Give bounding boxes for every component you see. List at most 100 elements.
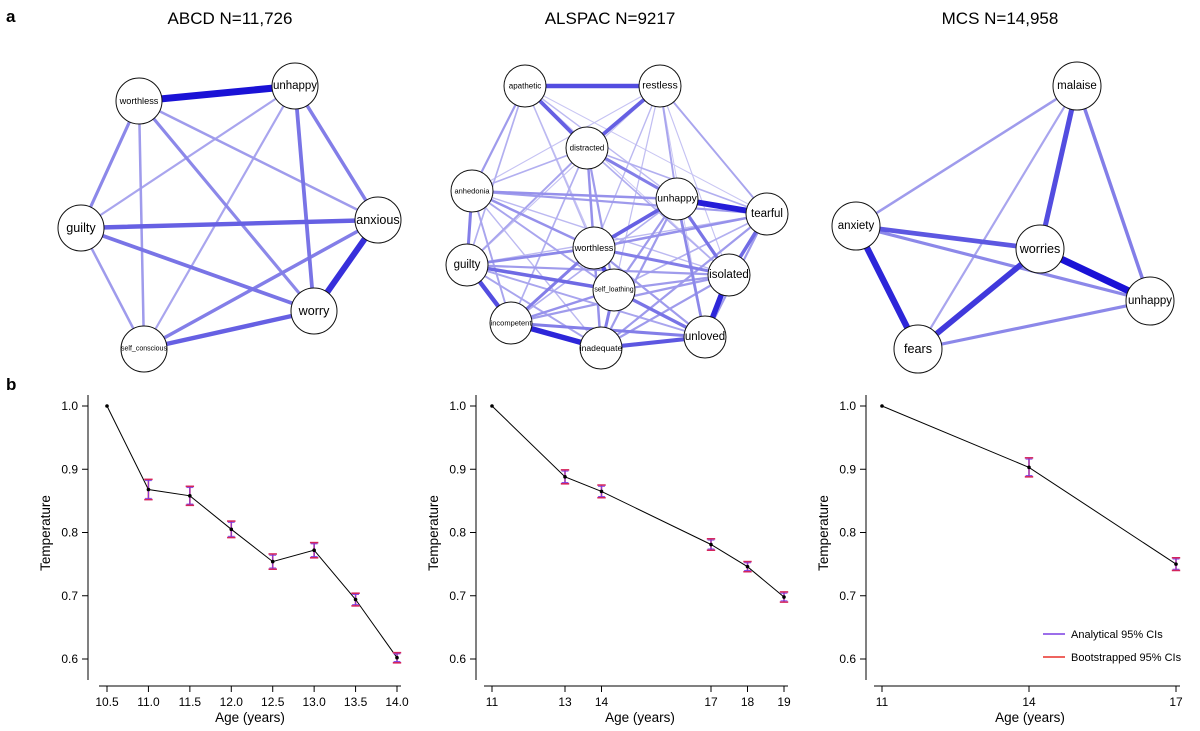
x-axis-label: Age (years): [605, 710, 675, 725]
node-worries: worries: [1015, 224, 1065, 274]
node-circle: [271, 62, 319, 110]
node-inadequate: inadequate: [579, 326, 623, 370]
node-label: unloved: [685, 331, 725, 343]
temperature-line: [106, 405, 398, 658]
node-circle: [655, 177, 699, 221]
edge-worries-fears: [915, 246, 1043, 352]
edge-anhedonia-unhappy: [470, 189, 679, 201]
network-abcd: ABCD N=11,726 worthless unhappy guilty anxi…: [57, 9, 402, 373]
x-tick-label: 19: [777, 695, 791, 709]
edge-restless-isolated: [659, 85, 730, 276]
node-circle: [503, 64, 547, 108]
edge-unhappy-worry: [293, 84, 316, 313]
x-tick-label: 12.5: [261, 695, 285, 709]
edge-anxiety-unhappy: [854, 224, 1152, 303]
node-anhedonia: anhedonia: [450, 169, 494, 213]
edges: [852, 83, 1154, 353]
edge-unhappy-anxious: [293, 84, 380, 222]
node-label: worries: [1019, 242, 1061, 256]
node-circle: [450, 169, 494, 213]
edge-anhedonia-incompetent: [471, 190, 512, 324]
edge-worthless-unhappy: [135, 82, 299, 105]
edge-fears-unhappy: [916, 299, 1152, 351]
edge-malaise-anxiety: [854, 84, 1079, 228]
node-circle: [489, 301, 533, 345]
data-point: [270, 559, 275, 564]
node-isolated: isolated: [707, 253, 751, 297]
x-tick-label: 10.5: [95, 695, 119, 709]
line-chart-alspac: Age (years) Temperature 0.6 0.7 0.8 0.9 1.0 1…: [426, 395, 791, 725]
node-guilty: guilty: [57, 204, 105, 252]
edge-guilty-self_loathing: [465, 263, 616, 292]
panel-letter-a: a: [6, 7, 16, 26]
node-unloved: unloved: [683, 315, 727, 359]
edge-apathetic-worthless: [524, 85, 595, 249]
x-tick-label: 14.0: [385, 695, 409, 709]
data-point: [745, 564, 750, 569]
node-circle: [290, 287, 338, 335]
y-tick-label: 0.7: [839, 589, 856, 603]
edge-malaise-fears: [916, 84, 1079, 351]
node-label: unhappy: [273, 80, 317, 92]
node-label: anxious: [356, 213, 399, 227]
network-alspac: ALSPAC N=9217 apathetic restless distracte…: [445, 9, 789, 370]
edge-guilty-inadequate: [466, 264, 602, 349]
edge-restless-worthless: [593, 85, 661, 249]
edge-unhappy-guilty: [79, 84, 297, 230]
node-worthless: worthless: [572, 226, 616, 270]
data-point: [1027, 465, 1031, 470]
data-point: [146, 487, 151, 492]
edge-isolated-inadequate: [599, 273, 731, 350]
node-circle: [707, 253, 751, 297]
error-bars: [105, 404, 402, 664]
node-apathetic: apathetic: [503, 64, 547, 108]
node-label: inadequate: [580, 343, 623, 353]
edge-self_conscious-worry: [141, 308, 317, 352]
node-label: incompetent: [491, 319, 533, 328]
node-label: isolated: [709, 269, 749, 281]
node-label: restless: [642, 81, 677, 92]
node-malaise: malaise: [1052, 61, 1102, 111]
node-self-conscious: self_conscious: [120, 325, 168, 373]
node-unhappy: unhappy: [1125, 276, 1175, 326]
temperature-line: [491, 405, 785, 598]
y-axis-label: Temperature: [426, 495, 441, 571]
node-circle: [579, 326, 623, 370]
node-restless: restless: [638, 64, 682, 108]
network-title: ALSPAC N=9217: [545, 9, 676, 28]
node-label: anhedonia: [454, 187, 490, 196]
data-point: [563, 475, 567, 479]
x-tick-label: 12.0: [220, 695, 244, 709]
node-self-loathing: self_loathing: [592, 268, 636, 312]
node-label: apathetic: [509, 82, 541, 91]
x-tick-label: 11: [486, 695, 499, 709]
edge-restless-tearful: [659, 85, 768, 215]
network-title: MCS N=14,958: [942, 9, 1059, 28]
y-tick-label: 1.0: [61, 399, 78, 413]
edge-worthless-anxious: [137, 99, 380, 222]
edge-unhappy-inadequate: [599, 197, 679, 350]
data-point: [353, 597, 358, 602]
data-point: [395, 655, 399, 660]
edge-anxiety-worries: [853, 223, 1043, 252]
node-label: malaise: [1057, 80, 1097, 92]
edge-restless-anhedonia: [471, 85, 661, 192]
node-label: self_conscious: [121, 346, 167, 353]
node-unhappy: unhappy: [271, 62, 319, 110]
data-point: [188, 494, 192, 498]
node-circle: [592, 268, 636, 312]
y-tick-label: 0.6: [449, 652, 466, 666]
x-tick-label: 14: [1022, 695, 1036, 709]
edge-malaise-worries: [1037, 83, 1080, 252]
x-axis-label: Age (years): [995, 710, 1065, 725]
data-point: [105, 404, 109, 408]
node-circle: [1125, 276, 1175, 326]
edge-apathetic-guilty: [466, 85, 526, 266]
y-tick-label: 0.9: [449, 462, 466, 476]
y-tick-label: 0.7: [61, 589, 78, 603]
x-tick-label: 13.5: [344, 695, 368, 709]
edge-worthless-worry: [137, 99, 316, 313]
edge-tearful-worthless: [592, 212, 769, 250]
line-chart-mcs: Age (years) Temperature Analytical 95% C…: [816, 395, 1183, 725]
data-point: [1174, 562, 1178, 566]
